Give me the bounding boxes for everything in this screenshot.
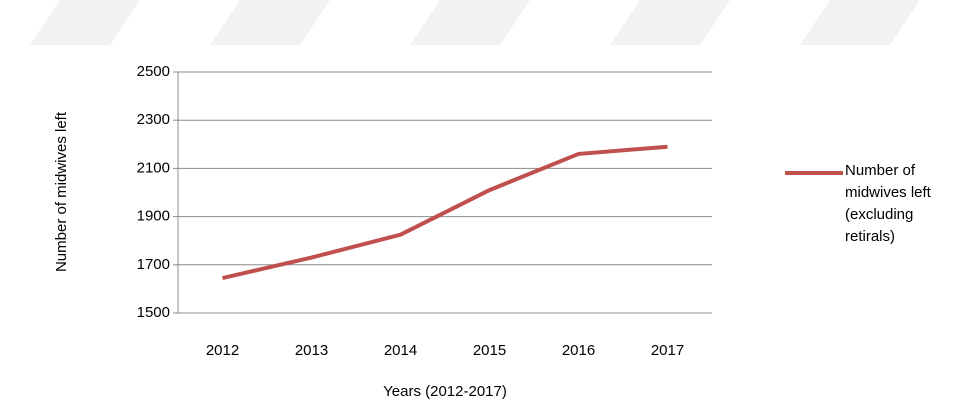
x-tick-label: 2013 — [295, 342, 328, 359]
watermark — [30, 0, 920, 45]
x-axis-label: Years (2012-2017) — [383, 383, 507, 400]
series-line — [222, 144, 668, 281]
y-axis-label: Number of midwives left — [53, 111, 70, 272]
x-tick-label: 2014 — [384, 342, 417, 359]
y-tick-label: 2100 — [137, 159, 170, 176]
y-tick-label: 2500 — [137, 63, 170, 80]
legend-label: Number of midwives left (excluding retir… — [845, 162, 931, 245]
x-tick-label: 2017 — [651, 342, 684, 359]
y-tick-label: 1500 — [137, 304, 170, 321]
x-tick-label: 2012 — [206, 342, 239, 359]
x-tick-label: 2015 — [473, 342, 506, 359]
y-tick-label: 1900 — [137, 208, 170, 225]
y-tick-label: 1700 — [137, 256, 170, 273]
x-tick-label: 2016 — [562, 342, 595, 359]
y-tick-label: 2300 — [137, 111, 170, 128]
